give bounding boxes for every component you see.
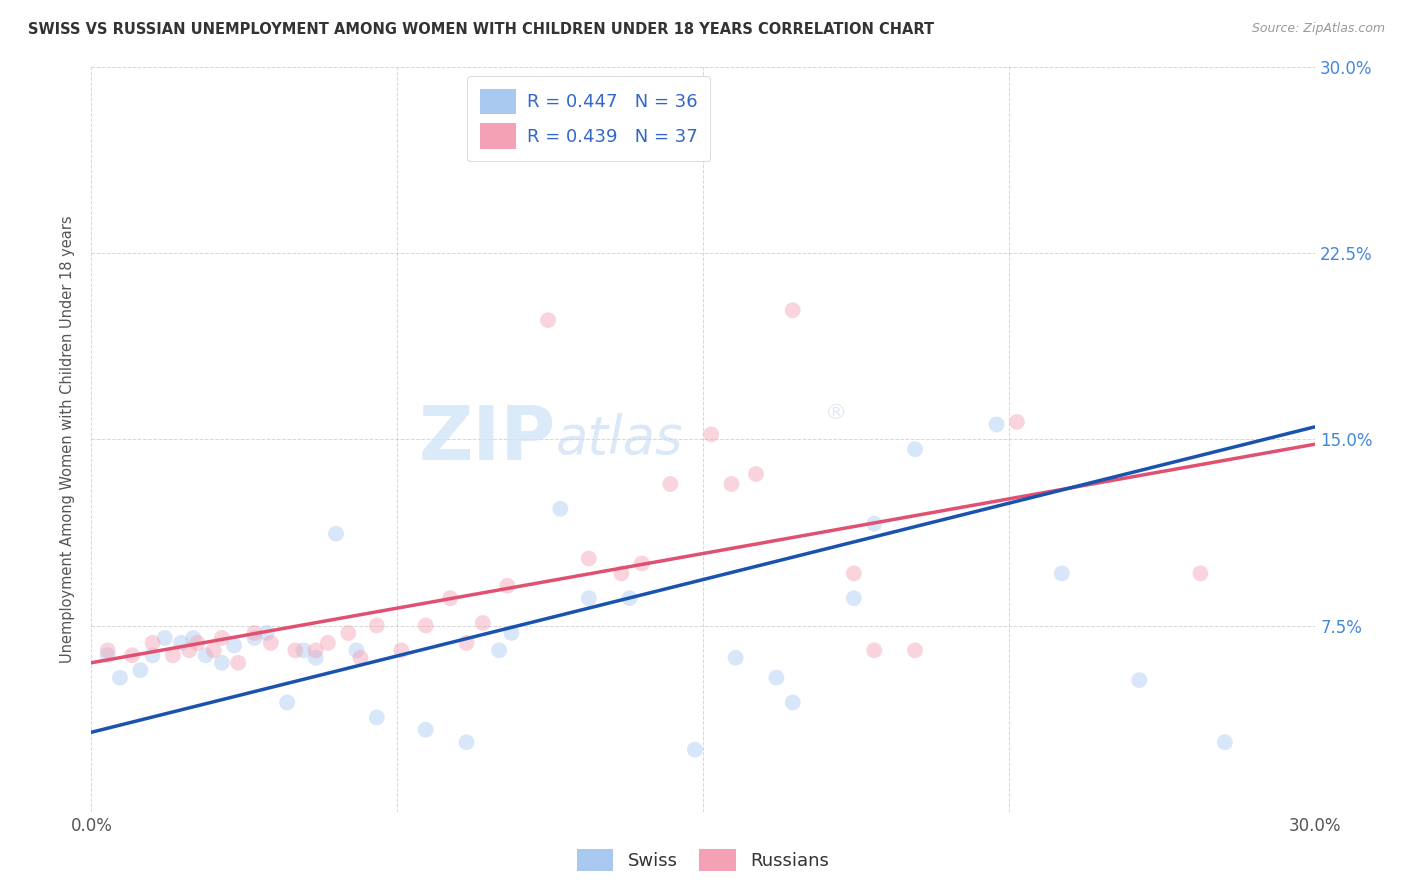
Point (439, 591, 461, 606)
Point (121, 648, 143, 663)
Point (488, 643, 510, 657)
Point (782, 696, 804, 710)
Point (842, 591, 865, 606)
Point (904, 442, 927, 457)
Point (389, 643, 412, 657)
Point (170, 636, 193, 650)
Point (226, 656, 249, 670)
Point (986, 417, 1008, 432)
Point (720, 477, 742, 491)
Text: atlas: atlas (557, 413, 683, 466)
Point (179, 643, 201, 657)
Point (211, 656, 233, 670)
Point (745, 467, 768, 481)
Point (700, 427, 723, 442)
Point (619, 591, 641, 606)
Point (337, 626, 360, 640)
Point (222, 639, 246, 653)
Point (243, 631, 266, 645)
Point (256, 626, 278, 640)
Point (683, 742, 706, 756)
Point (243, 626, 266, 640)
Point (1128, 673, 1150, 687)
Point (631, 557, 654, 571)
Point (863, 643, 886, 657)
Point (659, 477, 682, 491)
Point (183, 631, 205, 645)
Text: ®: ® (825, 403, 848, 423)
Point (496, 579, 519, 593)
Point (97, 643, 120, 657)
Point (578, 591, 600, 606)
Point (863, 516, 886, 531)
Point (325, 526, 347, 541)
Point (346, 643, 368, 657)
Point (260, 636, 283, 650)
Point (550, 501, 572, 516)
Point (415, 618, 437, 632)
Legend: R = 0.447   N = 36, R = 0.439   N = 37: R = 0.447 N = 36, R = 0.439 N = 37 (467, 76, 710, 161)
Point (284, 643, 307, 657)
Point (141, 636, 163, 650)
Point (366, 710, 388, 724)
Point (108, 671, 131, 685)
Point (578, 551, 600, 566)
Point (141, 648, 163, 663)
Y-axis label: Unemployment Among Women with Children Under 18 years: Unemployment Among Women with Children U… (59, 216, 75, 663)
Point (456, 636, 478, 650)
Point (904, 643, 927, 657)
Point (202, 643, 225, 657)
Point (765, 671, 787, 685)
Point (415, 723, 437, 737)
Point (1213, 735, 1236, 749)
Point (366, 618, 388, 632)
Point (471, 615, 494, 630)
Text: Source: ZipAtlas.com: Source: ZipAtlas.com (1251, 22, 1385, 36)
Point (782, 303, 804, 318)
Point (1189, 566, 1212, 581)
Point (292, 643, 315, 657)
Point (724, 650, 747, 665)
Point (211, 631, 233, 645)
Point (316, 636, 339, 650)
Point (129, 663, 152, 677)
Point (153, 631, 176, 645)
Point (194, 648, 217, 663)
Text: SWISS VS RUSSIAN UNEMPLOYMENT AMONG WOMEN WITH CHILDREN UNDER 18 YEARS CORRELATI: SWISS VS RUSSIAN UNEMPLOYMENT AMONG WOME… (28, 22, 934, 37)
Point (304, 650, 326, 665)
Point (1005, 415, 1028, 429)
Point (610, 566, 633, 581)
Legend: Swiss, Russians: Swiss, Russians (569, 842, 837, 879)
Point (304, 643, 326, 657)
Point (97, 648, 120, 663)
Text: ZIP: ZIP (419, 403, 557, 475)
Point (842, 566, 865, 581)
Point (162, 648, 184, 663)
Point (537, 313, 560, 327)
Point (186, 636, 208, 650)
Point (456, 735, 478, 749)
Point (1050, 566, 1073, 581)
Point (501, 626, 523, 640)
Point (349, 650, 371, 665)
Point (276, 696, 298, 710)
